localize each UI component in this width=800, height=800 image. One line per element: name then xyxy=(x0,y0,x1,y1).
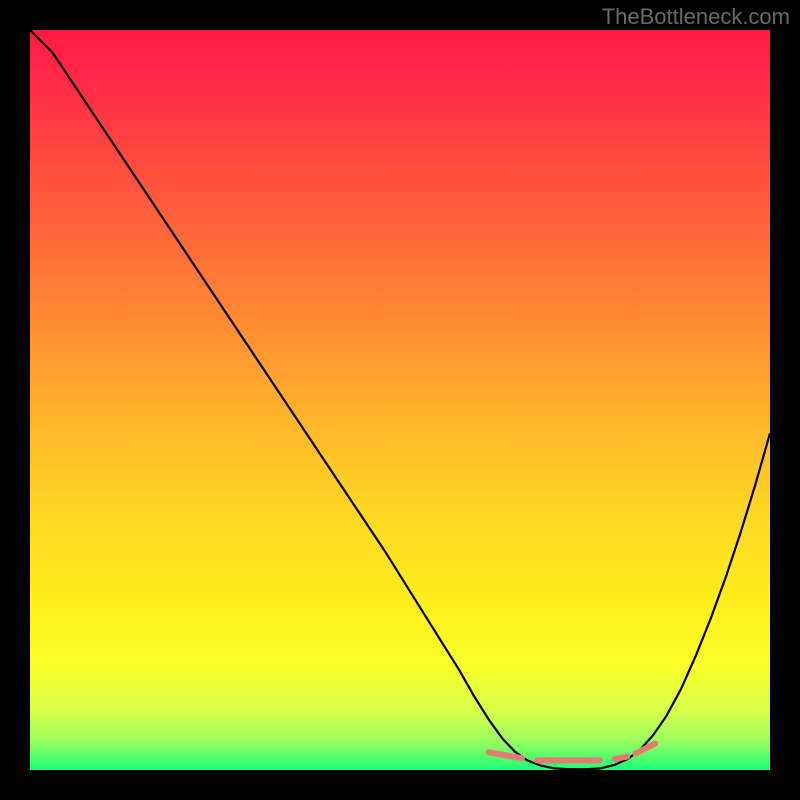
watermark-label: TheBottleneck.com xyxy=(602,4,790,30)
chart-frame: TheBottleneck.com xyxy=(0,0,800,800)
bottleneck-curve-chart xyxy=(30,30,770,770)
gradient-background xyxy=(30,30,770,770)
plot-area xyxy=(30,30,770,770)
